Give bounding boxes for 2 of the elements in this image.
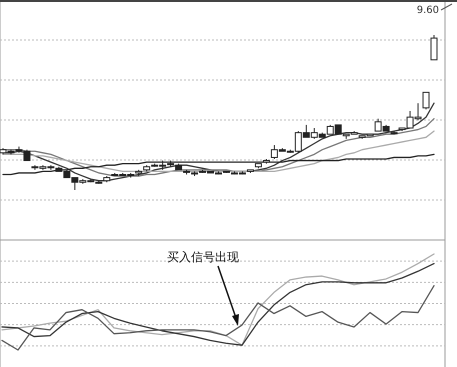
annotation: 买入信号出现	[167, 250, 239, 264]
text: 9.60	[416, 5, 439, 16]
